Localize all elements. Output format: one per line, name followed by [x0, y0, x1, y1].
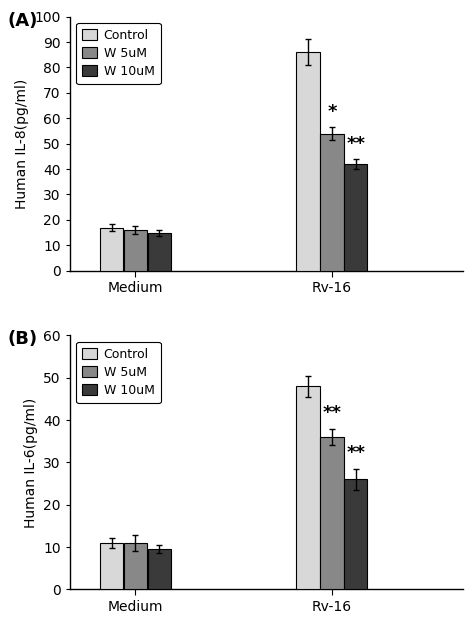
- Text: **: **: [346, 134, 365, 152]
- Text: (A): (A): [7, 11, 37, 29]
- Bar: [147, 232, 171, 271]
- Bar: [124, 543, 147, 589]
- Bar: [100, 543, 123, 589]
- Bar: [344, 164, 367, 271]
- Bar: [296, 52, 320, 271]
- Bar: [147, 549, 171, 589]
- Bar: [124, 230, 147, 271]
- Legend: Control, W 5uM, W 10uM: Control, W 5uM, W 10uM: [76, 23, 161, 84]
- Bar: [320, 134, 344, 271]
- Y-axis label: Human IL-8(pg/ml): Human IL-8(pg/ml): [15, 79, 29, 209]
- Text: **: **: [322, 404, 341, 422]
- Y-axis label: Human IL-6(pg/ml): Human IL-6(pg/ml): [24, 398, 37, 528]
- Text: *: *: [327, 102, 337, 121]
- Bar: [344, 479, 367, 589]
- Legend: Control, W 5uM, W 10uM: Control, W 5uM, W 10uM: [76, 342, 161, 403]
- Text: **: **: [346, 444, 365, 462]
- Bar: [320, 437, 344, 589]
- Bar: [296, 386, 320, 589]
- Bar: [100, 228, 123, 271]
- Text: (B): (B): [7, 330, 37, 348]
